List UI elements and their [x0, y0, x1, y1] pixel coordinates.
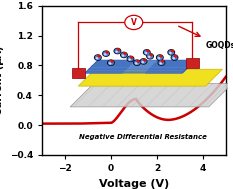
Circle shape: [128, 57, 133, 61]
Circle shape: [140, 59, 147, 64]
Circle shape: [144, 59, 146, 61]
Circle shape: [95, 55, 101, 60]
Circle shape: [161, 61, 164, 62]
Circle shape: [157, 55, 163, 60]
Circle shape: [124, 53, 126, 54]
Circle shape: [141, 60, 146, 63]
Circle shape: [160, 55, 162, 57]
Text: Negative Differential Resistance: Negative Differential Resistance: [79, 134, 207, 140]
Circle shape: [121, 52, 127, 57]
Circle shape: [105, 54, 106, 55]
Circle shape: [173, 58, 174, 59]
Circle shape: [172, 56, 177, 59]
Circle shape: [135, 61, 139, 64]
Circle shape: [175, 55, 177, 57]
Polygon shape: [70, 84, 232, 107]
Polygon shape: [85, 60, 195, 73]
Circle shape: [158, 60, 165, 65]
Circle shape: [158, 58, 160, 59]
Circle shape: [130, 57, 133, 58]
Circle shape: [98, 55, 100, 57]
Circle shape: [114, 48, 121, 54]
Circle shape: [127, 56, 134, 61]
Polygon shape: [85, 60, 135, 73]
Circle shape: [171, 55, 178, 60]
Circle shape: [116, 51, 117, 52]
X-axis label: Voltage (V): Voltage (V): [99, 179, 169, 189]
Circle shape: [117, 49, 120, 51]
Circle shape: [158, 56, 162, 59]
Circle shape: [110, 63, 111, 64]
Circle shape: [137, 61, 139, 62]
Circle shape: [96, 56, 100, 59]
Circle shape: [150, 54, 152, 56]
Circle shape: [104, 52, 108, 55]
Polygon shape: [145, 60, 196, 73]
Circle shape: [160, 63, 161, 64]
Circle shape: [147, 54, 153, 59]
Circle shape: [125, 15, 143, 30]
Polygon shape: [72, 68, 85, 78]
Circle shape: [106, 51, 108, 53]
Circle shape: [108, 60, 114, 65]
Circle shape: [134, 60, 140, 65]
Polygon shape: [186, 57, 199, 68]
Circle shape: [147, 50, 149, 52]
Circle shape: [144, 50, 150, 55]
Circle shape: [142, 62, 143, 63]
Circle shape: [123, 55, 124, 56]
Circle shape: [96, 58, 98, 59]
Circle shape: [149, 56, 150, 57]
Circle shape: [148, 54, 152, 58]
Circle shape: [168, 50, 175, 55]
Circle shape: [109, 61, 113, 64]
Circle shape: [136, 63, 137, 64]
Y-axis label: Current (μA): Current (μA): [0, 46, 4, 115]
Text: GOQDs: GOQDs: [206, 41, 233, 50]
Text: V: V: [131, 18, 137, 27]
Circle shape: [129, 59, 130, 60]
Circle shape: [169, 50, 174, 54]
Polygon shape: [78, 69, 223, 86]
Circle shape: [122, 53, 126, 57]
Circle shape: [115, 49, 120, 53]
Circle shape: [171, 50, 173, 52]
Circle shape: [103, 51, 109, 56]
Circle shape: [144, 50, 149, 54]
Circle shape: [111, 61, 113, 62]
Circle shape: [159, 61, 164, 64]
